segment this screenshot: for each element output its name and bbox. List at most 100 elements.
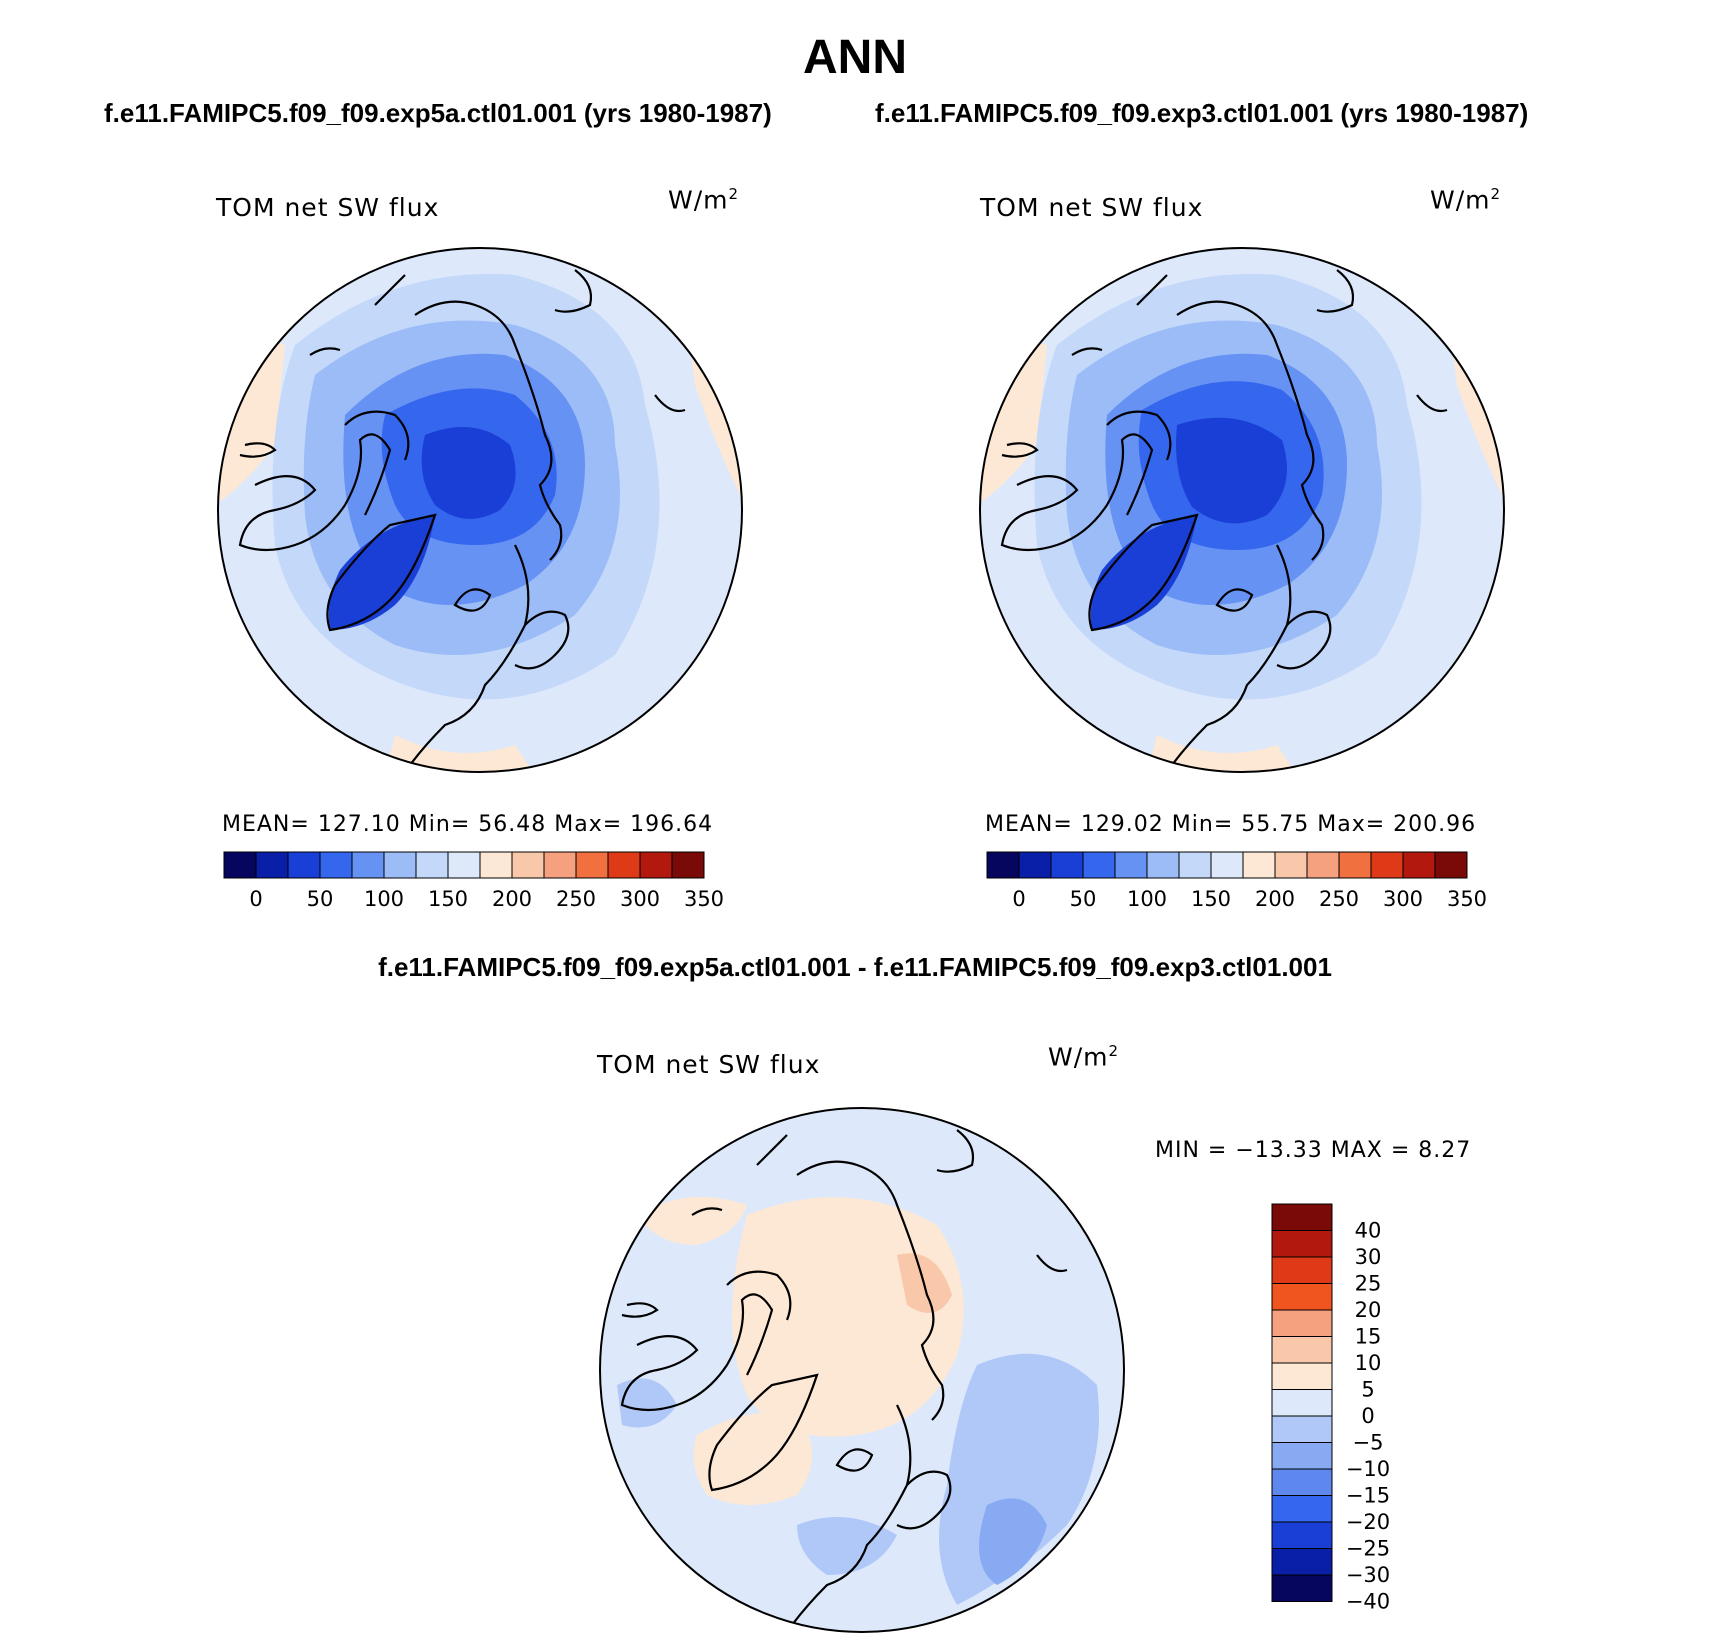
right-colorbar-swatch — [1018, 851, 1052, 879]
difference-colorbar-swatch — [1271, 1309, 1333, 1337]
right-colorbar-swatch — [1178, 851, 1212, 879]
right-colorbar-swatch — [1146, 851, 1180, 879]
right-colorbar-tick-label: 150 — [1191, 887, 1231, 911]
right-colorbar-tick-label: 250 — [1319, 887, 1359, 911]
left-panel-units: W/m2 — [668, 185, 739, 214]
left-colorbar-swatch — [511, 851, 545, 879]
difference-colorbar-tick-label: 20 — [1355, 1298, 1382, 1322]
right-colorbar-swatch — [1402, 851, 1436, 879]
right-colorbar-swatch — [1370, 851, 1404, 879]
right-units-exp: 2 — [1490, 185, 1502, 203]
left-colorbar-tick-label: 250 — [556, 887, 596, 911]
difference-colorbar-swatch — [1271, 1283, 1333, 1311]
right-colorbar-tick-label: 200 — [1255, 887, 1295, 911]
left-colorbar-swatch — [671, 851, 705, 879]
difference-colorbar-tick-label: 0 — [1361, 1404, 1374, 1428]
left-colorbar-swatch — [607, 851, 641, 879]
difference-colorbar-tick-label: 10 — [1355, 1351, 1382, 1375]
right-colorbar-swatch — [1082, 851, 1116, 879]
right-units-base: W/m — [1430, 185, 1491, 215]
difference-colorbar-swatch — [1271, 1230, 1333, 1258]
right-colorbar-swatch — [1434, 851, 1468, 879]
left-colorbar-swatch — [415, 851, 449, 879]
right-colorbar: 0 50 100 150 200 250 300 350 — [986, 851, 1487, 911]
difference-colorbar-tick-label: −20 — [1346, 1510, 1390, 1534]
difference-colorbar-tick-label: −5 — [1353, 1431, 1384, 1455]
right-panel-units: W/m2 — [1430, 185, 1501, 214]
diff-units-base: W/m — [1048, 1042, 1109, 1072]
right-colorbar-swatch — [1050, 851, 1084, 879]
difference-colorbar-tick-label: 30 — [1355, 1245, 1382, 1269]
left-colorbar-swatch — [223, 851, 257, 879]
right-colorbar-swatch — [1274, 851, 1308, 879]
right-panel-stats: MEAN= 129.02 Min= 55.75 Max= 200.96 — [985, 812, 1477, 837]
right-colorbar-swatch — [986, 851, 1020, 879]
difference-colorbar-tick-label: −30 — [1346, 1563, 1390, 1587]
left-panel-stats: MEAN= 127.10 Min= 56.48 Max= 196.64 — [222, 812, 714, 837]
left-colorbar-tick-label: 100 — [364, 887, 404, 911]
difference-colorbar-swatch — [1271, 1256, 1333, 1284]
difference-colorbar-tick-label: 25 — [1355, 1272, 1382, 1296]
difference-colorbar-swatch — [1271, 1389, 1333, 1417]
left-colorbar-tick-label: 200 — [492, 887, 532, 911]
left-colorbar-tick-label: 150 — [428, 887, 468, 911]
right-panel-label: TOM net SW flux — [980, 193, 1204, 222]
right-colorbar-tick-label: 300 — [1383, 887, 1423, 911]
difference-colorbar-tick-label: −40 — [1346, 1590, 1390, 1614]
left-colorbar-swatch — [319, 851, 353, 879]
difference-title: f.e11.FAMIPC5.f09_f09.exp5a.ctl01.001 - … — [378, 952, 1332, 982]
difference-colorbar-tick-label: 40 — [1355, 1219, 1382, 1243]
left-colorbar-swatch — [447, 851, 481, 879]
difference-colorbar-swatch — [1271, 1521, 1333, 1549]
right-colorbar-swatch — [1114, 851, 1148, 879]
difference-colorbar-swatch — [1271, 1336, 1333, 1364]
left-colorbar-swatch — [287, 851, 321, 879]
difference-colorbar-swatch — [1271, 1468, 1333, 1496]
difference-colorbar-tick-label: −10 — [1346, 1457, 1390, 1481]
difference-colorbar-swatch — [1271, 1574, 1333, 1602]
left-units-base: W/m — [668, 185, 729, 215]
diff-panel-stats: MIN = −13.33 MAX = 8.27 — [1155, 1138, 1472, 1163]
right-colorbar-swatch — [1210, 851, 1244, 879]
left-units-exp: 2 — [728, 185, 740, 203]
left-panel-label: TOM net SW flux — [216, 193, 440, 222]
diff-panel-label: TOM net SW flux — [597, 1050, 821, 1079]
difference-polar-map — [599, 1107, 1125, 1633]
right-colorbar-tick-label: 0 — [1012, 887, 1025, 911]
left-colorbar: 0 50 100 150 200 250 300 350 — [223, 851, 724, 911]
difference-colorbar-swatch — [1271, 1495, 1333, 1523]
left-colorbar-tick-label: 50 — [307, 887, 334, 911]
right-colorbar-tick-label: 100 — [1127, 887, 1167, 911]
left-colorbar-swatch — [351, 851, 385, 879]
right-colorbar-tick-label: 350 — [1447, 887, 1487, 911]
right-colorbar-swatch — [1242, 851, 1276, 879]
difference-colorbar-swatch — [1271, 1415, 1333, 1443]
left-colorbar-tick-label: 300 — [620, 887, 660, 911]
right-colorbar-swatch — [1338, 851, 1372, 879]
difference-colorbar-tick-label: 15 — [1355, 1325, 1382, 1349]
left-colorbar-swatch — [255, 851, 289, 879]
left-colorbar-tick-label: 0 — [249, 887, 262, 911]
right-colorbar-swatch — [1306, 851, 1340, 879]
right-polar-map — [979, 247, 1505, 773]
difference-colorbar-tick-label: −15 — [1346, 1484, 1390, 1508]
right-colorbar-tick-label: 50 — [1070, 887, 1097, 911]
difference-colorbar-tick-label: 5 — [1361, 1378, 1374, 1402]
figure-title: ANN — [803, 31, 907, 84]
left-colorbar-swatch — [543, 851, 577, 879]
right-case-title: f.e11.FAMIPC5.f09_f09.exp3.ctl01.001 (yr… — [875, 98, 1529, 128]
left-colorbar-swatch — [479, 851, 513, 879]
difference-colorbar-swatch — [1271, 1362, 1333, 1390]
left-colorbar-swatch — [639, 851, 673, 879]
difference-colorbar-swatch — [1271, 1548, 1333, 1576]
left-colorbar-tick-label: 350 — [684, 887, 724, 911]
diff-panel-units: W/m2 — [1048, 1042, 1119, 1071]
left-case-title: f.e11.FAMIPC5.f09_f09.exp5a.ctl01.001 (y… — [104, 98, 772, 128]
difference-colorbar-swatch — [1271, 1203, 1333, 1231]
difference-colorbar-tick-label: −25 — [1346, 1537, 1390, 1561]
diff-units-exp: 2 — [1108, 1042, 1120, 1060]
difference-colorbar-swatch — [1271, 1442, 1333, 1470]
left-colorbar-swatch — [575, 851, 609, 879]
left-polar-map — [217, 247, 743, 773]
